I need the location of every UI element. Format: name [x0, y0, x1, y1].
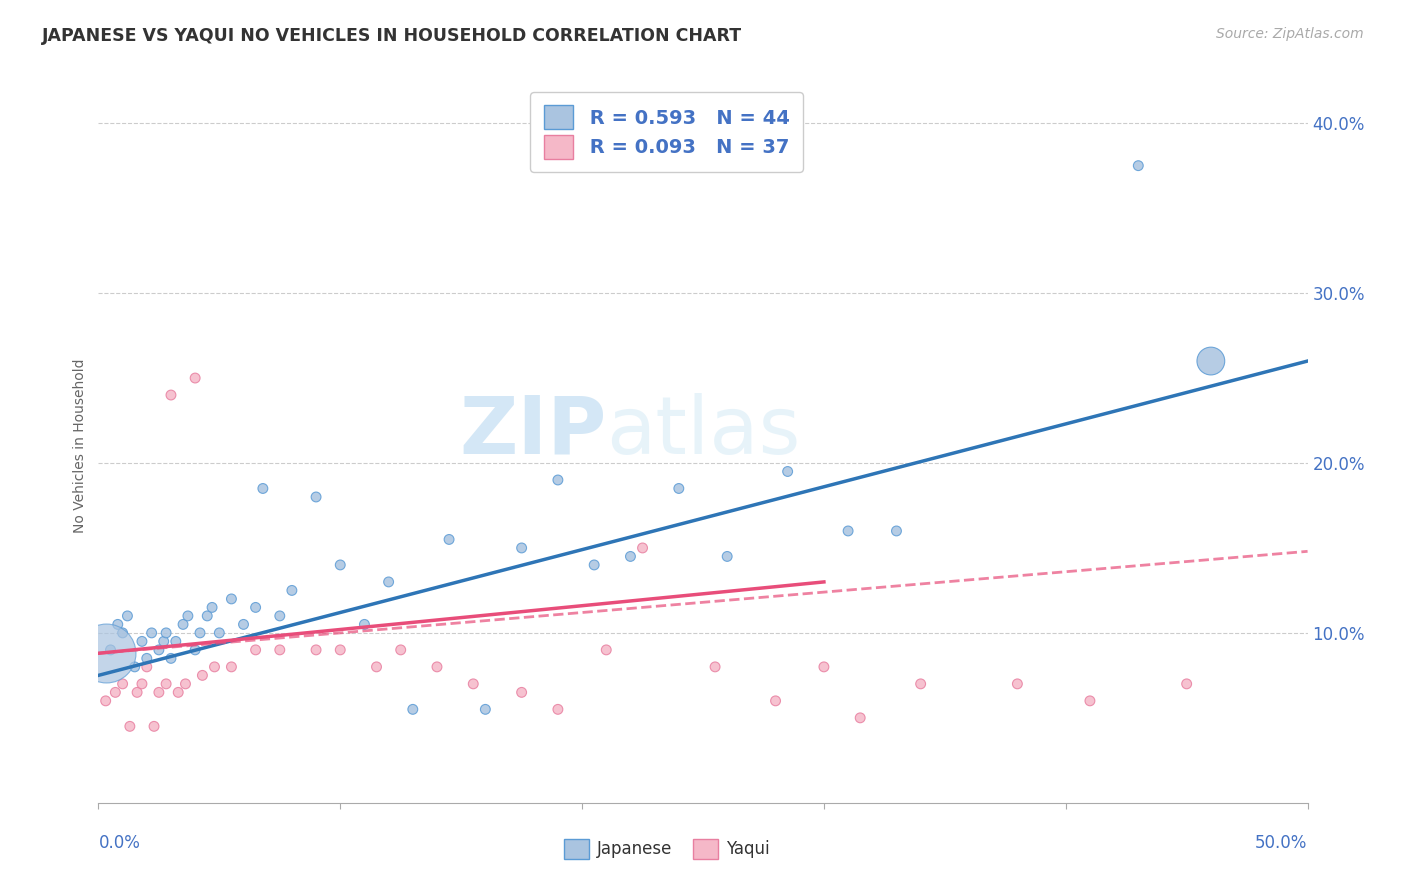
Point: [127, 685, 149, 699]
Point: [184, 643, 207, 657]
Point: [269, 608, 291, 623]
Point: [463, 677, 485, 691]
Point: [100, 643, 122, 657]
Point: [252, 482, 274, 496]
Point: [668, 482, 690, 496]
Point: [191, 668, 214, 682]
Point: [107, 617, 129, 632]
Point: [583, 558, 606, 572]
Point: [426, 660, 449, 674]
Point: [1175, 677, 1198, 691]
Point: [94, 646, 117, 660]
Point: [281, 583, 304, 598]
Point: [94, 694, 117, 708]
Point: [1128, 159, 1150, 173]
Point: [118, 719, 141, 733]
Point: [124, 660, 146, 674]
Point: [135, 660, 157, 674]
Point: [135, 651, 157, 665]
Point: [232, 617, 254, 632]
Point: [631, 541, 654, 555]
Point: [402, 702, 425, 716]
Text: 50.0%: 50.0%: [1256, 834, 1308, 852]
Text: JAPANESE VS YAQUI NO VEHICLES IN HOUSEHOLD CORRELATION CHART: JAPANESE VS YAQUI NO VEHICLES IN HOUSEHO…: [42, 27, 742, 45]
Text: atlas: atlas: [606, 392, 800, 471]
Point: [221, 660, 243, 674]
Point: [547, 702, 569, 716]
Point: [177, 608, 200, 623]
Point: [208, 626, 231, 640]
Point: [366, 660, 388, 674]
Point: [849, 711, 872, 725]
Point: [160, 651, 183, 665]
Point: [776, 465, 799, 479]
Point: [131, 634, 153, 648]
Point: [201, 600, 224, 615]
Text: ZIP: ZIP: [458, 392, 606, 471]
Point: [184, 371, 207, 385]
Point: [353, 617, 375, 632]
Point: [195, 608, 218, 623]
Point: [141, 626, 163, 640]
Point: [111, 677, 134, 691]
Point: [329, 558, 352, 572]
Point: [619, 549, 641, 564]
Point: [813, 660, 835, 674]
Point: [305, 643, 328, 657]
Point: [716, 549, 738, 564]
Point: [389, 643, 412, 657]
Point: [152, 634, 174, 648]
Point: [437, 533, 460, 547]
Point: [155, 677, 177, 691]
Point: [117, 608, 139, 623]
Point: [510, 541, 533, 555]
Point: [595, 643, 617, 657]
Y-axis label: No Vehicles in Household: No Vehicles in Household: [73, 359, 87, 533]
Point: [510, 685, 533, 699]
Text: Source: ZipAtlas.com: Source: ZipAtlas.com: [1216, 27, 1364, 41]
Point: [172, 617, 194, 632]
Point: [886, 524, 908, 538]
Point: [174, 677, 197, 691]
Point: [1199, 354, 1222, 368]
Point: [165, 634, 187, 648]
Point: [245, 643, 267, 657]
Legend: Japanese, Yaqui: Japanese, Yaqui: [557, 832, 776, 866]
Point: [474, 702, 496, 716]
Point: [148, 685, 170, 699]
Point: [131, 677, 153, 691]
Point: [837, 524, 859, 538]
Point: [329, 643, 352, 657]
Point: [148, 643, 170, 657]
Point: [305, 490, 328, 504]
Point: [111, 626, 134, 640]
Point: [269, 643, 291, 657]
Point: [1007, 677, 1029, 691]
Point: [167, 685, 190, 699]
Text: 0.0%: 0.0%: [98, 834, 141, 852]
Point: [204, 660, 226, 674]
Point: [547, 473, 569, 487]
Point: [765, 694, 787, 708]
Point: [1078, 694, 1101, 708]
Point: [377, 574, 399, 589]
Point: [704, 660, 727, 674]
Point: [910, 677, 932, 691]
Point: [245, 600, 267, 615]
Point: [104, 685, 127, 699]
Point: [155, 626, 177, 640]
Point: [143, 719, 166, 733]
Point: [188, 626, 211, 640]
Point: [160, 388, 183, 402]
Point: [221, 591, 243, 606]
